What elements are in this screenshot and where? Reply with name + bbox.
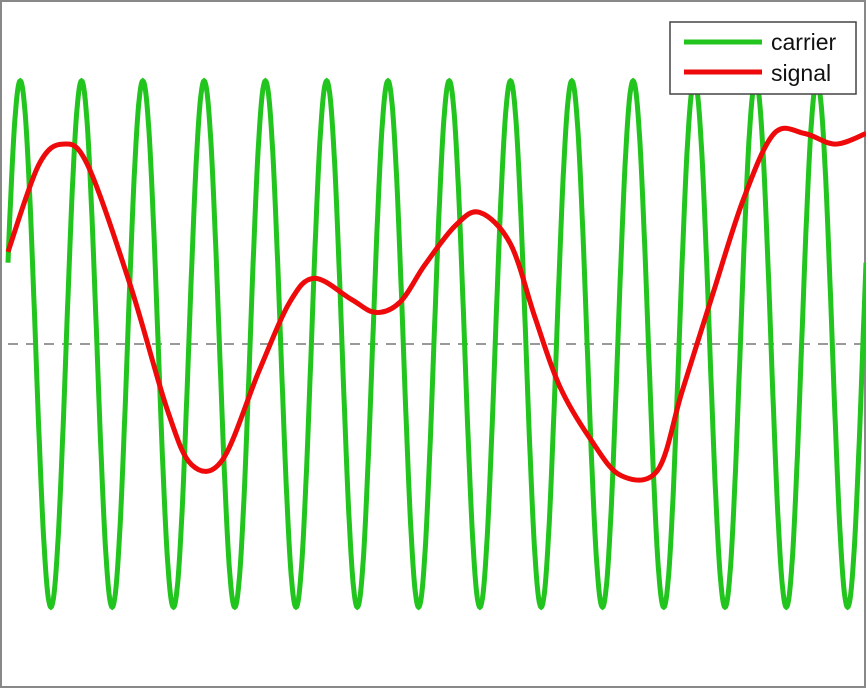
legend-box	[669, 21, 857, 95]
series-line-carrier	[5, 77, 866, 611]
legend-label-signal: signal	[771, 60, 831, 86]
legend-label-carrier: carrier	[771, 29, 837, 55]
series-line-signal	[5, 125, 866, 483]
legend: carrier signal	[669, 21, 857, 95]
plot-area	[5, 77, 866, 611]
